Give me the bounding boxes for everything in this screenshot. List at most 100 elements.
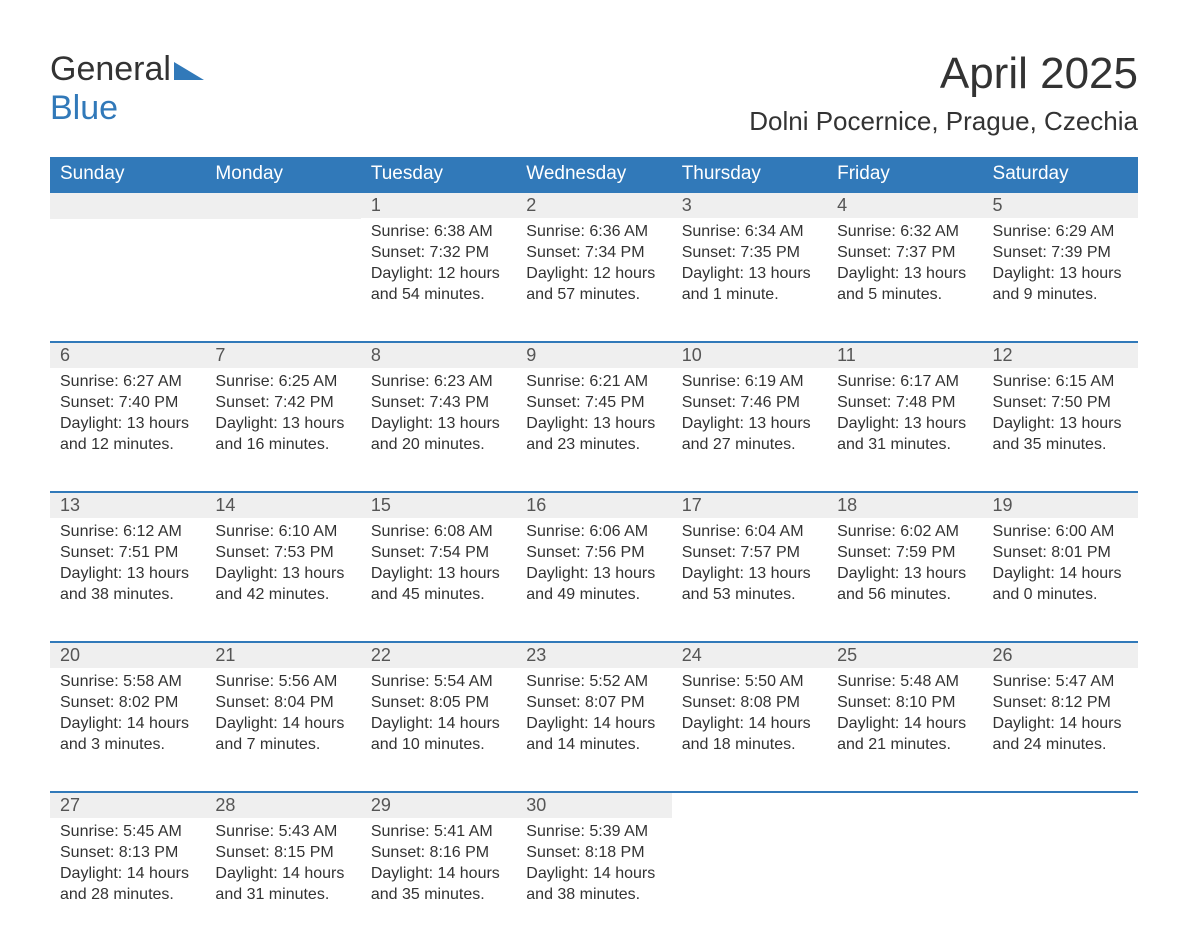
sunset-text: Sunset: 8:18 PM — [526, 843, 661, 864]
sunset-text: Sunset: 7:37 PM — [837, 243, 972, 264]
day-number: 21 — [205, 643, 360, 668]
daylight-text: Daylight: 13 hours and 56 minutes. — [837, 564, 972, 606]
daylight-text: Daylight: 13 hours and 45 minutes. — [371, 564, 506, 606]
day-number: 26 — [983, 643, 1138, 668]
calendar-day-cell: 17Sunrise: 6:04 AMSunset: 7:57 PMDayligh… — [672, 492, 827, 642]
daylight-text: Daylight: 14 hours and 3 minutes. — [60, 714, 195, 756]
calendar-day-cell: 23Sunrise: 5:52 AMSunset: 8:07 PMDayligh… — [516, 642, 671, 792]
calendar-day-cell: 5Sunrise: 6:29 AMSunset: 7:39 PMDaylight… — [983, 192, 1138, 342]
title-block: April 2025 Dolni Pocernice, Prague, Czec… — [749, 50, 1138, 137]
sunset-text: Sunset: 7:40 PM — [60, 393, 195, 414]
calendar-day-cell — [50, 192, 205, 342]
calendar-day-cell: 3Sunrise: 6:34 AMSunset: 7:35 PMDaylight… — [672, 192, 827, 342]
daylight-text: Daylight: 13 hours and 38 minutes. — [60, 564, 195, 606]
daylight-text: Daylight: 13 hours and 35 minutes. — [993, 414, 1128, 456]
sunset-text: Sunset: 7:54 PM — [371, 543, 506, 564]
header: General Blue April 2025 Dolni Pocernice,… — [50, 50, 1138, 137]
calendar-day-cell: 4Sunrise: 6:32 AMSunset: 7:37 PMDaylight… — [827, 192, 982, 342]
day-number-empty — [827, 793, 982, 819]
calendar-day-cell: 30Sunrise: 5:39 AMSunset: 8:18 PMDayligh… — [516, 792, 671, 942]
sunrise-text: Sunrise: 6:38 AM — [371, 222, 506, 243]
location-text: Dolni Pocernice, Prague, Czechia — [749, 106, 1138, 137]
sunset-text: Sunset: 7:53 PM — [215, 543, 350, 564]
sunrise-text: Sunrise: 5:56 AM — [215, 672, 350, 693]
day-header-row: SundayMondayTuesdayWednesdayThursdayFrid… — [50, 157, 1138, 192]
sunrise-text: Sunrise: 5:43 AM — [215, 822, 350, 843]
calendar-day-cell — [983, 792, 1138, 942]
day-number: 5 — [983, 193, 1138, 218]
day-number: 8 — [361, 343, 516, 368]
daylight-text: Daylight: 13 hours and 20 minutes. — [371, 414, 506, 456]
sunset-text: Sunset: 7:39 PM — [993, 243, 1128, 264]
sunrise-text: Sunrise: 5:39 AM — [526, 822, 661, 843]
day-number: 28 — [205, 793, 360, 818]
day-number: 22 — [361, 643, 516, 668]
day-number: 18 — [827, 493, 982, 518]
daylight-text: Daylight: 14 hours and 14 minutes. — [526, 714, 661, 756]
day-number-empty — [672, 793, 827, 819]
calendar-day-cell: 9Sunrise: 6:21 AMSunset: 7:45 PMDaylight… — [516, 342, 671, 492]
day-number: 14 — [205, 493, 360, 518]
calendar-day-cell: 8Sunrise: 6:23 AMSunset: 7:43 PMDaylight… — [361, 342, 516, 492]
calendar-week-row: 20Sunrise: 5:58 AMSunset: 8:02 PMDayligh… — [50, 642, 1138, 792]
sunrise-text: Sunrise: 5:50 AM — [682, 672, 817, 693]
day-header: Saturday — [983, 157, 1138, 192]
calendar-day-cell: 19Sunrise: 6:00 AMSunset: 8:01 PMDayligh… — [983, 492, 1138, 642]
day-number-empty — [205, 193, 360, 219]
day-number: 7 — [205, 343, 360, 368]
calendar-week-row: 13Sunrise: 6:12 AMSunset: 7:51 PMDayligh… — [50, 492, 1138, 642]
daylight-text: Daylight: 13 hours and 23 minutes. — [526, 414, 661, 456]
day-header: Sunday — [50, 157, 205, 192]
calendar-day-cell — [672, 792, 827, 942]
day-number: 19 — [983, 493, 1138, 518]
calendar-day-cell: 2Sunrise: 6:36 AMSunset: 7:34 PMDaylight… — [516, 192, 671, 342]
day-header: Tuesday — [361, 157, 516, 192]
daylight-text: Daylight: 13 hours and 31 minutes. — [837, 414, 972, 456]
daylight-text: Daylight: 14 hours and 35 minutes. — [371, 864, 506, 906]
day-number: 15 — [361, 493, 516, 518]
sunset-text: Sunset: 8:01 PM — [993, 543, 1128, 564]
day-number: 10 — [672, 343, 827, 368]
logo-text-2: Blue — [50, 89, 118, 127]
calendar-day-cell: 10 Sunrise: 6:19 AMSunset: 7:46 PMDayligh… — [672, 342, 827, 492]
sunset-text: Sunset: 8:15 PM — [215, 843, 350, 864]
day-header: Wednesday — [516, 157, 671, 192]
sunset-text: Sunset: 8:08 PM — [682, 693, 817, 714]
day-number: 13 — [50, 493, 205, 518]
sunset-text: Sunset: 8:13 PM — [60, 843, 195, 864]
sunset-text: Sunset: 8:04 PM — [215, 693, 350, 714]
sunrise-text: Sunrise: 6:02 AM — [837, 522, 972, 543]
calendar-day-cell: 21Sunrise: 5:56 AMSunset: 8:04 PMDayligh… — [205, 642, 360, 792]
day-number: 17 — [672, 493, 827, 518]
sunrise-text: Sunrise: 6:34 AM — [682, 222, 817, 243]
daylight-text: Daylight: 13 hours and 27 minutes. — [682, 414, 817, 456]
daylight-text: Daylight: 13 hours and 16 minutes. — [215, 414, 350, 456]
sunrise-text: Sunrise: 5:47 AM — [993, 672, 1128, 693]
calendar-day-cell: 27Sunrise: 5:45 AMSunset: 8:13 PMDayligh… — [50, 792, 205, 942]
month-title: April 2025 — [749, 50, 1138, 98]
daylight-text: Daylight: 12 hours and 54 minutes. — [371, 264, 506, 306]
sunrise-text: Sunrise: 6:25 AM — [215, 372, 350, 393]
sunset-text: Sunset: 7:46 PM — [682, 393, 817, 414]
day-number: 11 — [827, 343, 982, 368]
sunrise-text: Sunrise: 5:58 AM — [60, 672, 195, 693]
sunset-text: Sunset: 7:42 PM — [215, 393, 350, 414]
day-number: 23 — [516, 643, 671, 668]
sunset-text: Sunset: 8:12 PM — [993, 693, 1128, 714]
calendar-day-cell: 6Sunrise: 6:27 AMSunset: 7:40 PMDaylight… — [50, 342, 205, 492]
calendar-table: SundayMondayTuesdayWednesdayThursdayFrid… — [50, 157, 1138, 942]
sunrise-text: Sunrise: 5:48 AM — [837, 672, 972, 693]
day-number-empty — [50, 193, 205, 219]
day-number: 30 — [516, 793, 671, 818]
day-number: 12 — [983, 343, 1138, 368]
day-number: 2 — [516, 193, 671, 218]
sunset-text: Sunset: 7:45 PM — [526, 393, 661, 414]
day-number: 3 — [672, 193, 827, 218]
day-header: Thursday — [672, 157, 827, 192]
sunset-text: Sunset: 7:51 PM — [60, 543, 195, 564]
sunset-text: Sunset: 7:43 PM — [371, 393, 506, 414]
calendar-day-cell: 29Sunrise: 5:41 AMSunset: 8:16 PMDayligh… — [361, 792, 516, 942]
sunrise-text: Sunrise: 6:32 AM — [837, 222, 972, 243]
sunrise-text: Sunrise: 6:19 AM — [682, 372, 817, 393]
daylight-text: Daylight: 14 hours and 31 minutes. — [215, 864, 350, 906]
